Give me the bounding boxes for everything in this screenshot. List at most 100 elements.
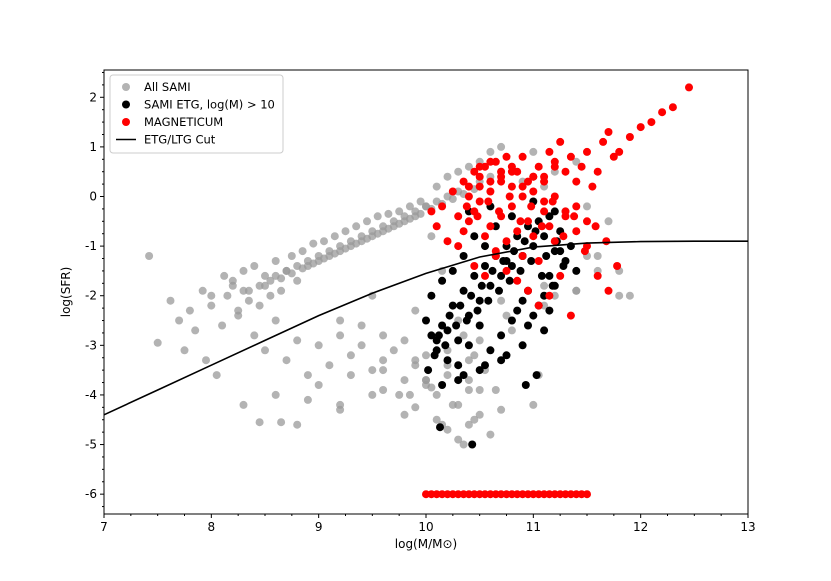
data-point [448, 195, 457, 203]
data-point [529, 147, 538, 156]
data-point [384, 224, 393, 233]
y-tick-label: -5 [85, 438, 97, 452]
data-point [497, 356, 506, 365]
data-point [438, 321, 447, 330]
data-point [220, 271, 229, 280]
data-point [202, 356, 210, 365]
data-point [486, 346, 495, 355]
x-tick-label: 7 [100, 520, 108, 534]
data-point [443, 356, 452, 365]
data-point [244, 296, 253, 305]
data-point [534, 257, 543, 265]
data-point [475, 182, 484, 191]
data-point [527, 257, 536, 265]
data-point [484, 296, 493, 305]
data-point [502, 311, 511, 320]
data-point [464, 376, 473, 385]
data-point [513, 490, 522, 499]
data-point [505, 192, 514, 201]
data-point [282, 356, 291, 365]
data-point [207, 291, 216, 300]
data-point [464, 356, 473, 365]
data-point [459, 227, 468, 236]
data-point [502, 152, 511, 161]
data-point [545, 306, 554, 315]
data-point [502, 266, 511, 275]
data-point [529, 172, 538, 181]
data-point [464, 162, 473, 171]
y-tick-label: 0 [89, 190, 97, 204]
data-point [516, 217, 525, 226]
data-point [432, 182, 441, 191]
data-point [636, 123, 645, 132]
data-point [505, 276, 514, 285]
data-point [647, 118, 656, 127]
data-point [411, 356, 420, 365]
data-point [604, 286, 613, 295]
data-point [255, 281, 264, 290]
data-point [454, 336, 463, 345]
x-tick-label: 9 [315, 520, 323, 534]
data-point [320, 237, 328, 246]
data-point [524, 177, 532, 186]
data-point [180, 346, 189, 355]
data-point [602, 237, 611, 246]
data-point [524, 321, 532, 330]
data-point [255, 418, 264, 427]
x-axis-label: log(M/M⊙) [395, 537, 457, 551]
data-point [424, 366, 433, 375]
data-point [604, 128, 613, 136]
data-point [330, 232, 339, 241]
data-point [497, 142, 506, 151]
data-point [524, 217, 532, 226]
data-point [486, 157, 495, 166]
data-point [448, 490, 457, 499]
data-point [540, 207, 549, 216]
data-point [561, 207, 570, 216]
data-point [239, 286, 248, 295]
data-point [518, 252, 527, 260]
data-point [537, 222, 546, 231]
data-point [537, 271, 546, 280]
data-point [518, 296, 527, 305]
data-point [540, 197, 549, 206]
data-point [427, 232, 436, 241]
data-point [559, 262, 568, 270]
data-point [309, 259, 318, 268]
data-point [368, 390, 377, 399]
data-point [191, 326, 200, 335]
legend-marker [122, 100, 130, 109]
data-point [577, 490, 586, 499]
data-point [379, 366, 388, 375]
data-point [389, 346, 398, 355]
data-point [577, 162, 586, 171]
x-tick-label: 8 [208, 520, 216, 534]
data-point [462, 202, 471, 211]
data-point [363, 217, 371, 226]
data-point [497, 167, 506, 176]
data-point [223, 291, 232, 300]
data-point [218, 321, 227, 330]
data-point [400, 376, 409, 385]
data-point [352, 239, 361, 248]
data-point [341, 244, 350, 253]
data-point [303, 371, 312, 380]
data-point [556, 137, 565, 146]
data-point [456, 301, 465, 310]
data-point [352, 222, 361, 231]
data-point [255, 301, 264, 310]
data-point [411, 403, 420, 412]
data-point [363, 234, 371, 243]
data-point [545, 222, 554, 231]
data-point [488, 266, 497, 275]
data-point [250, 262, 259, 270]
data-point [427, 207, 436, 216]
y-tick-label: 2 [89, 90, 97, 104]
legend-marker [122, 118, 130, 126]
data-point [491, 490, 500, 499]
data-point [475, 366, 484, 375]
legend-label: SAMI ETG, log(M) > 10 [144, 98, 275, 112]
data-point [336, 400, 345, 409]
